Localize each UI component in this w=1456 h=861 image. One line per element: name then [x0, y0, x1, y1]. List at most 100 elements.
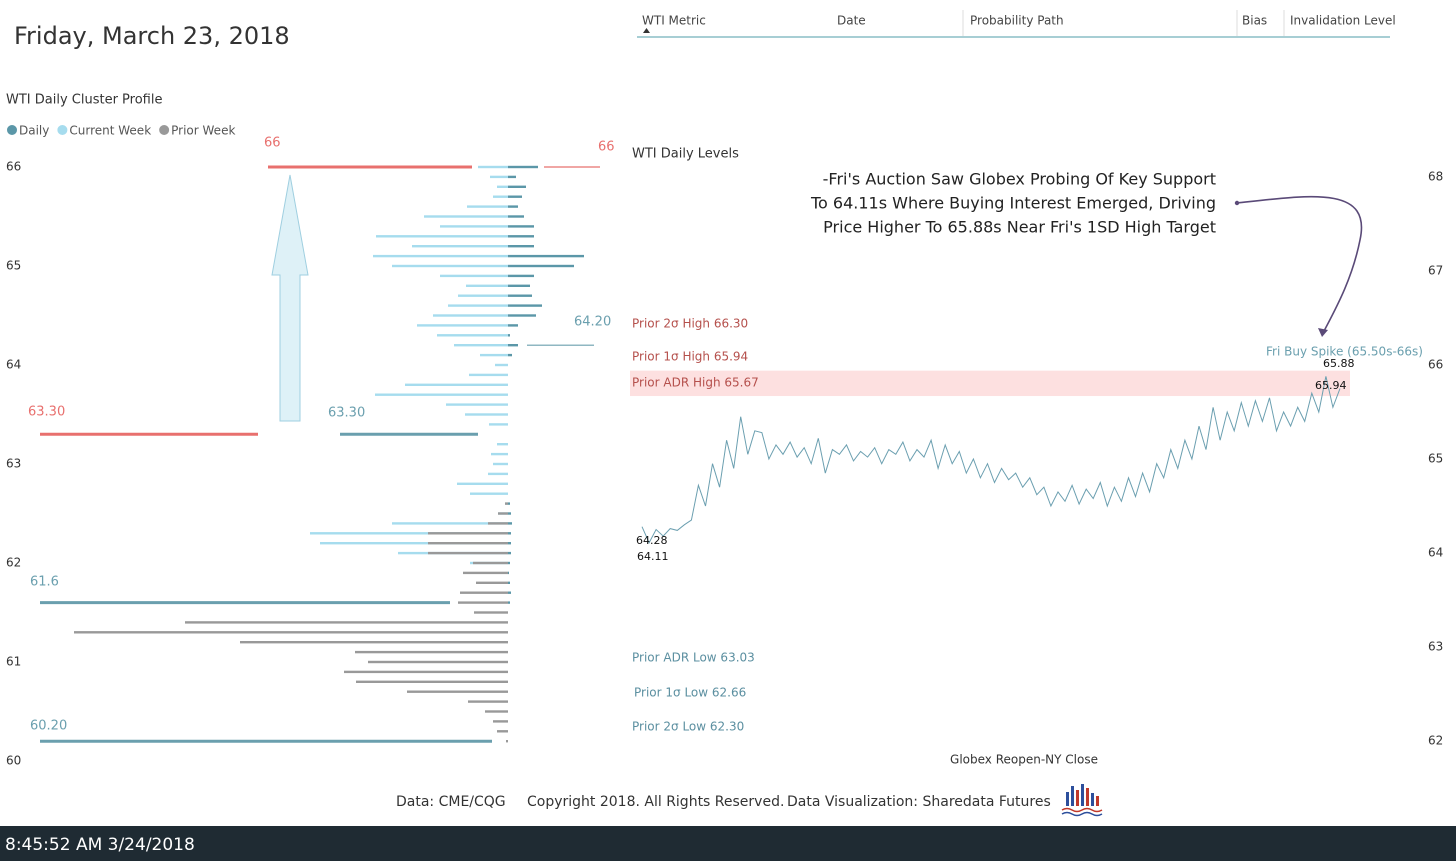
footer-credit: Data Visualization: Sharedata Futures — [787, 794, 1051, 810]
profile-bar — [407, 690, 508, 693]
profile-bar — [428, 532, 508, 535]
y-tick-label: 61 — [6, 655, 21, 669]
profile-bar — [508, 225, 534, 228]
level-annotation: Prior 2σ High 66.30 — [632, 317, 748, 331]
profile-bar — [375, 393, 508, 396]
profile-bar — [433, 314, 508, 317]
column-header[interactable]: Probability Path — [970, 14, 1064, 28]
profile-bar — [508, 353, 512, 357]
y-tick-label: 62 — [6, 556, 21, 570]
callout-text: Price Higher To 65.88s Near Fri's 1SD Hi… — [823, 218, 1216, 237]
callout-arrowhead — [1318, 328, 1328, 337]
point-label: 65.94 — [1315, 379, 1347, 392]
column-header[interactable]: Date — [837, 14, 866, 28]
profile-bar — [508, 284, 530, 287]
profile-bar — [497, 185, 508, 188]
profile-bar — [480, 353, 508, 357]
legend-swatch — [57, 125, 68, 135]
y-tick-label: 64 — [1428, 546, 1443, 560]
legend-swatch — [7, 125, 17, 135]
profile-bar — [417, 324, 508, 327]
profile-bar — [508, 235, 534, 238]
profile-bar — [490, 175, 508, 179]
profile-bar — [508, 542, 511, 545]
callout-text: -Fri's Auction Saw Globex Probing Of Key… — [823, 170, 1216, 189]
reference-label: 66 — [264, 136, 281, 151]
profile-bar — [508, 215, 524, 218]
column-header[interactable]: Invalidation Level — [1290, 14, 1396, 28]
y-tick-label: 64 — [6, 358, 21, 372]
levels-chart: 62 63 64 65 66 67 68 Prior 2σ High 66.30 Prior 1… — [630, 170, 1443, 748]
profile-bar — [508, 254, 584, 258]
profile-bar — [344, 670, 508, 674]
reference-label: 63.30 — [328, 406, 365, 421]
y-tick-label: 63 — [1428, 640, 1443, 654]
profile-bar — [508, 502, 510, 505]
reference-label: 61.6 — [30, 575, 59, 590]
profile-bar — [508, 314, 536, 317]
profile-bar — [428, 542, 508, 545]
legend-label: Current Week — [69, 124, 151, 138]
profile-bar — [506, 740, 508, 743]
y-tick-label: 63 — [6, 457, 21, 471]
y-tick-label: 62 — [1428, 734, 1443, 748]
reference-label: 66 — [598, 140, 615, 155]
target-band — [630, 370, 1350, 397]
profile-bar — [491, 452, 508, 456]
profile-bar — [497, 443, 508, 446]
profile-bar — [508, 185, 526, 188]
profile-bar — [508, 294, 532, 297]
y-tick-label: 65 — [6, 259, 21, 273]
profile-bar — [493, 462, 508, 466]
profile-bar — [508, 205, 518, 208]
profile-bar — [508, 344, 518, 347]
profile-bar — [508, 274, 534, 278]
profile-bar — [466, 284, 508, 287]
profile-bar — [185, 621, 508, 624]
profile-bar — [508, 195, 522, 198]
profile-bar — [454, 344, 508, 347]
profile-bar — [412, 245, 508, 248]
profile-bar — [505, 502, 508, 505]
level-annotation: Prior ADR High 65.67 — [632, 376, 759, 390]
profile-bar — [469, 373, 508, 377]
profile-bar — [457, 482, 508, 485]
reference-label: 60.20 — [30, 719, 67, 734]
profile-bar — [458, 294, 508, 297]
profile-bar — [508, 264, 574, 268]
profile-bar — [392, 522, 508, 525]
profile-bar — [495, 363, 508, 367]
callout-arrow — [1236, 195, 1363, 334]
profile-bar — [424, 215, 508, 218]
profile-bar — [478, 165, 508, 169]
callout-text: To 64.11s Where Buying Interest Emerged,… — [810, 194, 1216, 213]
profile-bar — [498, 512, 508, 515]
profile-bar — [485, 710, 508, 713]
y-tick-label: 60 — [6, 754, 21, 768]
column-header[interactable]: Bias — [1242, 14, 1267, 28]
legend-swatch — [159, 125, 170, 135]
profile-bar — [508, 175, 516, 179]
chart-title: WTI Daily Cluster Profile — [6, 93, 162, 108]
profile-bar — [446, 403, 508, 406]
profile-bar — [508, 165, 538, 169]
taskbar-clock: 8:45:52 AM 3/24/2018 — [5, 835, 195, 855]
column-header[interactable]: WTI Metric — [642, 14, 706, 28]
profile-bar — [320, 542, 508, 545]
logo — [1061, 784, 1103, 817]
callout-dot — [1234, 200, 1240, 206]
profile-bar — [508, 551, 511, 555]
profile-bar — [508, 532, 511, 535]
profile-bar — [440, 225, 508, 228]
profile-bar — [474, 611, 508, 614]
legend-label: Prior Week — [171, 124, 235, 138]
cluster-profile: 60 61 62 63 64 65 66 Daily Current Week Prior Wee… — [6, 124, 615, 768]
profile-bar — [497, 730, 508, 733]
profile-bar — [392, 264, 508, 268]
y-tick-label: 68 — [1428, 170, 1443, 184]
profile-bar — [470, 492, 508, 495]
point-label: 64.28 — [636, 534, 668, 547]
profile-bar — [476, 581, 508, 584]
